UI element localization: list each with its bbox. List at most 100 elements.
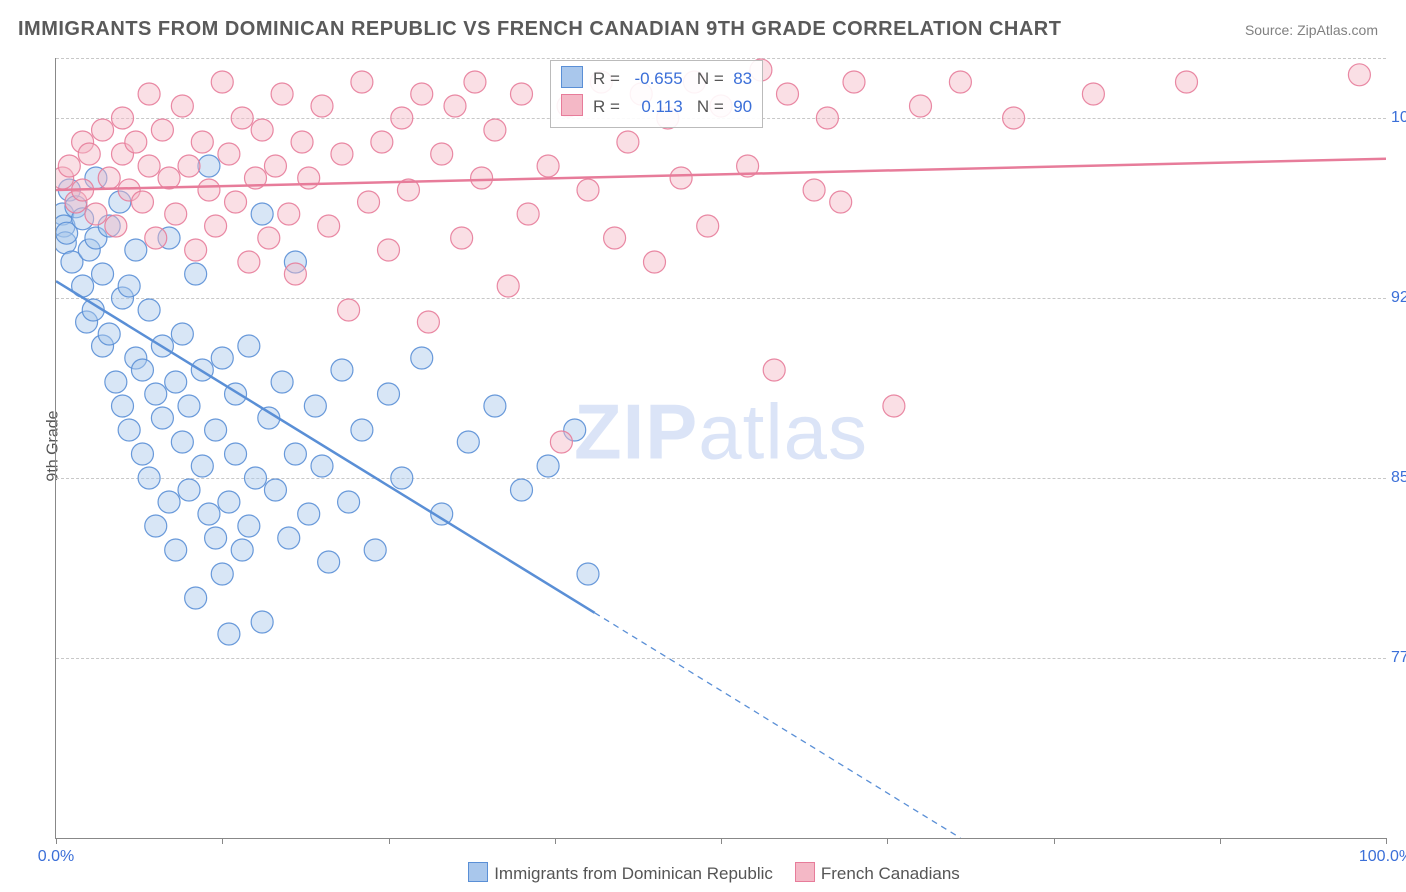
data-point: [165, 371, 187, 393]
data-point: [191, 131, 213, 153]
x-tick: [1054, 838, 1055, 844]
data-point: [238, 515, 260, 537]
data-point: [331, 359, 353, 381]
data-point: [145, 227, 167, 249]
data-point: [670, 167, 692, 189]
data-point: [218, 491, 240, 513]
data-point: [171, 431, 193, 453]
data-point: [245, 467, 267, 489]
data-point: [145, 383, 167, 405]
data-point: [112, 107, 134, 129]
data-point: [238, 335, 260, 357]
data-point: [145, 515, 167, 537]
data-point: [211, 71, 233, 93]
data-point: [131, 443, 153, 465]
data-point: [78, 143, 100, 165]
r-value: -0.655: [625, 65, 683, 93]
data-point: [271, 83, 293, 105]
x-tick: [887, 838, 888, 844]
data-point: [298, 167, 320, 189]
data-point: [298, 503, 320, 525]
legend-label: French Canadians: [821, 864, 960, 883]
data-point: [205, 419, 227, 441]
data-point: [178, 155, 200, 177]
x-tick: [555, 838, 556, 844]
data-point: [198, 155, 220, 177]
data-point: [278, 203, 300, 225]
data-point: [318, 215, 340, 237]
data-point: [264, 155, 286, 177]
data-point: [351, 419, 373, 441]
data-point: [311, 455, 333, 477]
data-point: [417, 311, 439, 333]
data-point: [644, 251, 666, 273]
data-point: [444, 95, 466, 117]
data-point: [1003, 107, 1025, 129]
y-tick-label: 77.5%: [1391, 649, 1406, 667]
data-point: [251, 203, 273, 225]
data-point: [238, 251, 260, 273]
data-point: [112, 395, 134, 417]
data-point: [577, 563, 599, 585]
data-point: [251, 611, 273, 633]
data-point: [258, 227, 280, 249]
data-point: [92, 119, 114, 141]
data-point: [1348, 64, 1370, 86]
data-point: [378, 239, 400, 261]
source-prefix: Source:: [1245, 22, 1297, 38]
source-link[interactable]: ZipAtlas.com: [1297, 22, 1378, 38]
data-point: [125, 131, 147, 153]
data-point: [371, 131, 393, 153]
data-point: [537, 155, 559, 177]
correlation-legend: R = -0.655 N = 83R = 0.113 N = 90: [550, 60, 763, 128]
data-point: [171, 323, 193, 345]
data-point: [604, 227, 626, 249]
data-point: [85, 203, 107, 225]
data-point: [431, 143, 453, 165]
data-point: [318, 551, 340, 573]
data-point: [158, 167, 180, 189]
data-point: [358, 191, 380, 213]
data-point: [198, 179, 220, 201]
data-point: [550, 431, 572, 453]
data-point: [138, 83, 160, 105]
data-point: [171, 95, 193, 117]
data-point: [497, 275, 519, 297]
data-point: [125, 239, 147, 261]
data-point: [378, 383, 400, 405]
legend-swatch: [561, 66, 583, 88]
data-point: [391, 107, 413, 129]
r-value: 0.113: [625, 93, 683, 121]
data-point: [191, 455, 213, 477]
data-point: [949, 71, 971, 93]
data-point: [338, 299, 360, 321]
data-point: [777, 83, 799, 105]
data-point: [1082, 83, 1104, 105]
data-point: [205, 215, 227, 237]
series-legend: Immigrants from Dominican RepublicFrench…: [0, 862, 1406, 884]
data-point: [198, 503, 220, 525]
data-point: [231, 539, 253, 561]
data-point: [617, 131, 639, 153]
data-point: [264, 479, 286, 501]
data-point: [338, 491, 360, 513]
data-point: [843, 71, 865, 93]
x-tick: [721, 838, 722, 844]
data-point: [138, 299, 160, 321]
r-label: R =: [593, 97, 625, 116]
data-point: [910, 95, 932, 117]
data-point: [511, 83, 533, 105]
data-point: [803, 179, 825, 201]
data-point: [185, 239, 207, 261]
data-point: [284, 263, 306, 285]
data-point: [511, 479, 533, 501]
legend-row: R = 0.113 N = 90: [561, 93, 752, 121]
data-point: [517, 203, 539, 225]
data-point: [218, 623, 240, 645]
legend-swatch: [561, 94, 583, 116]
data-point: [58, 155, 80, 177]
data-point: [457, 431, 479, 453]
x-tick: [389, 838, 390, 844]
data-point: [451, 227, 473, 249]
data-point: [138, 467, 160, 489]
